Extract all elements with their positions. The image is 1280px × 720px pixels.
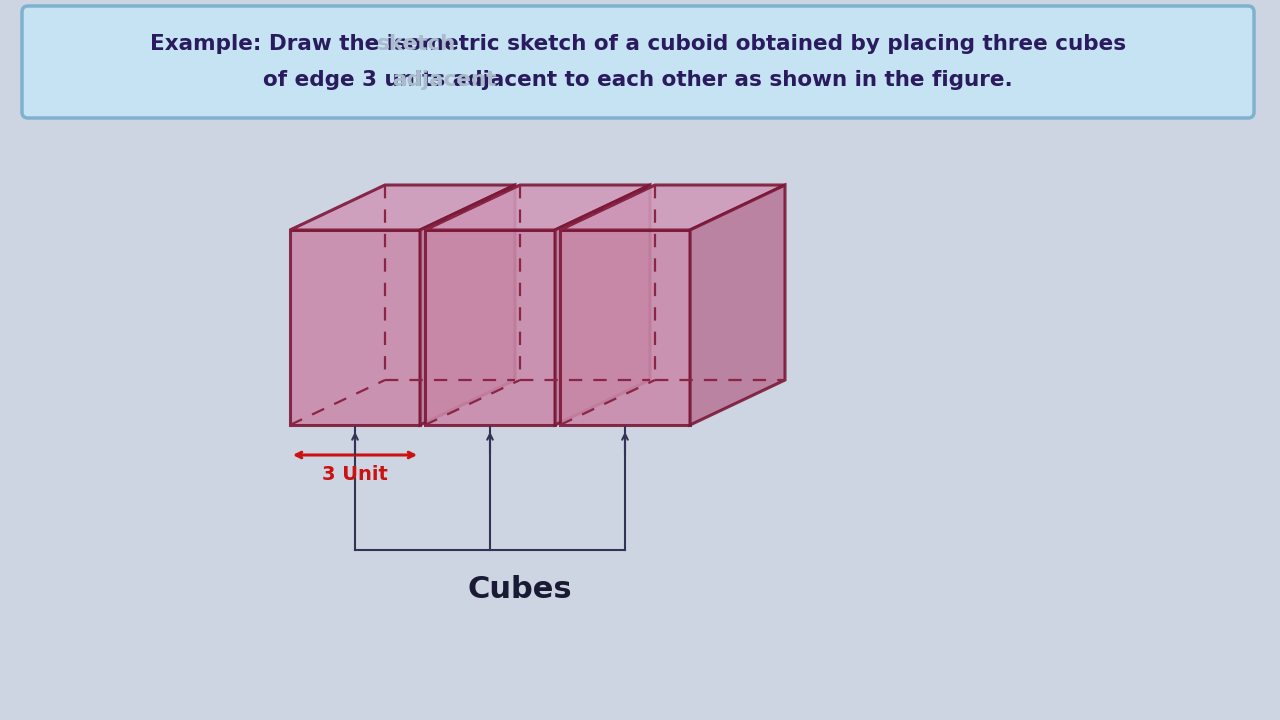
Text: adjacent: adjacent xyxy=(392,70,497,90)
Text: of edge 3 units adjacent to each other as shown in the figure.: of edge 3 units adjacent to each other a… xyxy=(264,70,1012,90)
Text: sketch: sketch xyxy=(376,34,456,54)
Text: Example: Draw the isometric sketch of a cuboid obtained by placing three cubes: Example: Draw the isometric sketch of a … xyxy=(150,34,1126,54)
Polygon shape xyxy=(690,185,785,425)
Polygon shape xyxy=(291,185,515,230)
Polygon shape xyxy=(556,185,650,425)
Text: 3 Unit: 3 Unit xyxy=(323,465,388,484)
Polygon shape xyxy=(561,185,785,230)
Polygon shape xyxy=(425,185,650,230)
Polygon shape xyxy=(291,230,420,425)
Text: Cubes: Cubes xyxy=(467,575,572,604)
FancyBboxPatch shape xyxy=(22,6,1254,118)
Polygon shape xyxy=(561,230,690,425)
Polygon shape xyxy=(425,230,556,425)
Polygon shape xyxy=(420,185,515,425)
